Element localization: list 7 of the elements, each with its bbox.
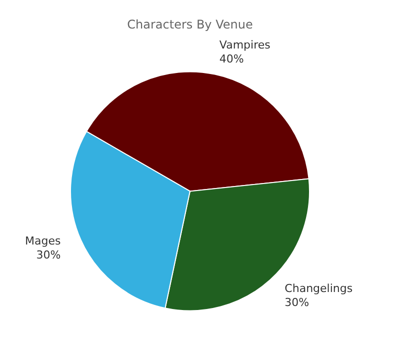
slice-label: Vampires	[219, 38, 271, 52]
chart-title: Characters By Venue	[127, 17, 253, 32]
slice-label: Changelings	[284, 282, 353, 296]
data-label: 30%	[284, 296, 310, 310]
data-label: 30%	[36, 248, 61, 262]
slice-label: Mages	[25, 234, 61, 248]
data-label: 40%	[219, 52, 244, 66]
